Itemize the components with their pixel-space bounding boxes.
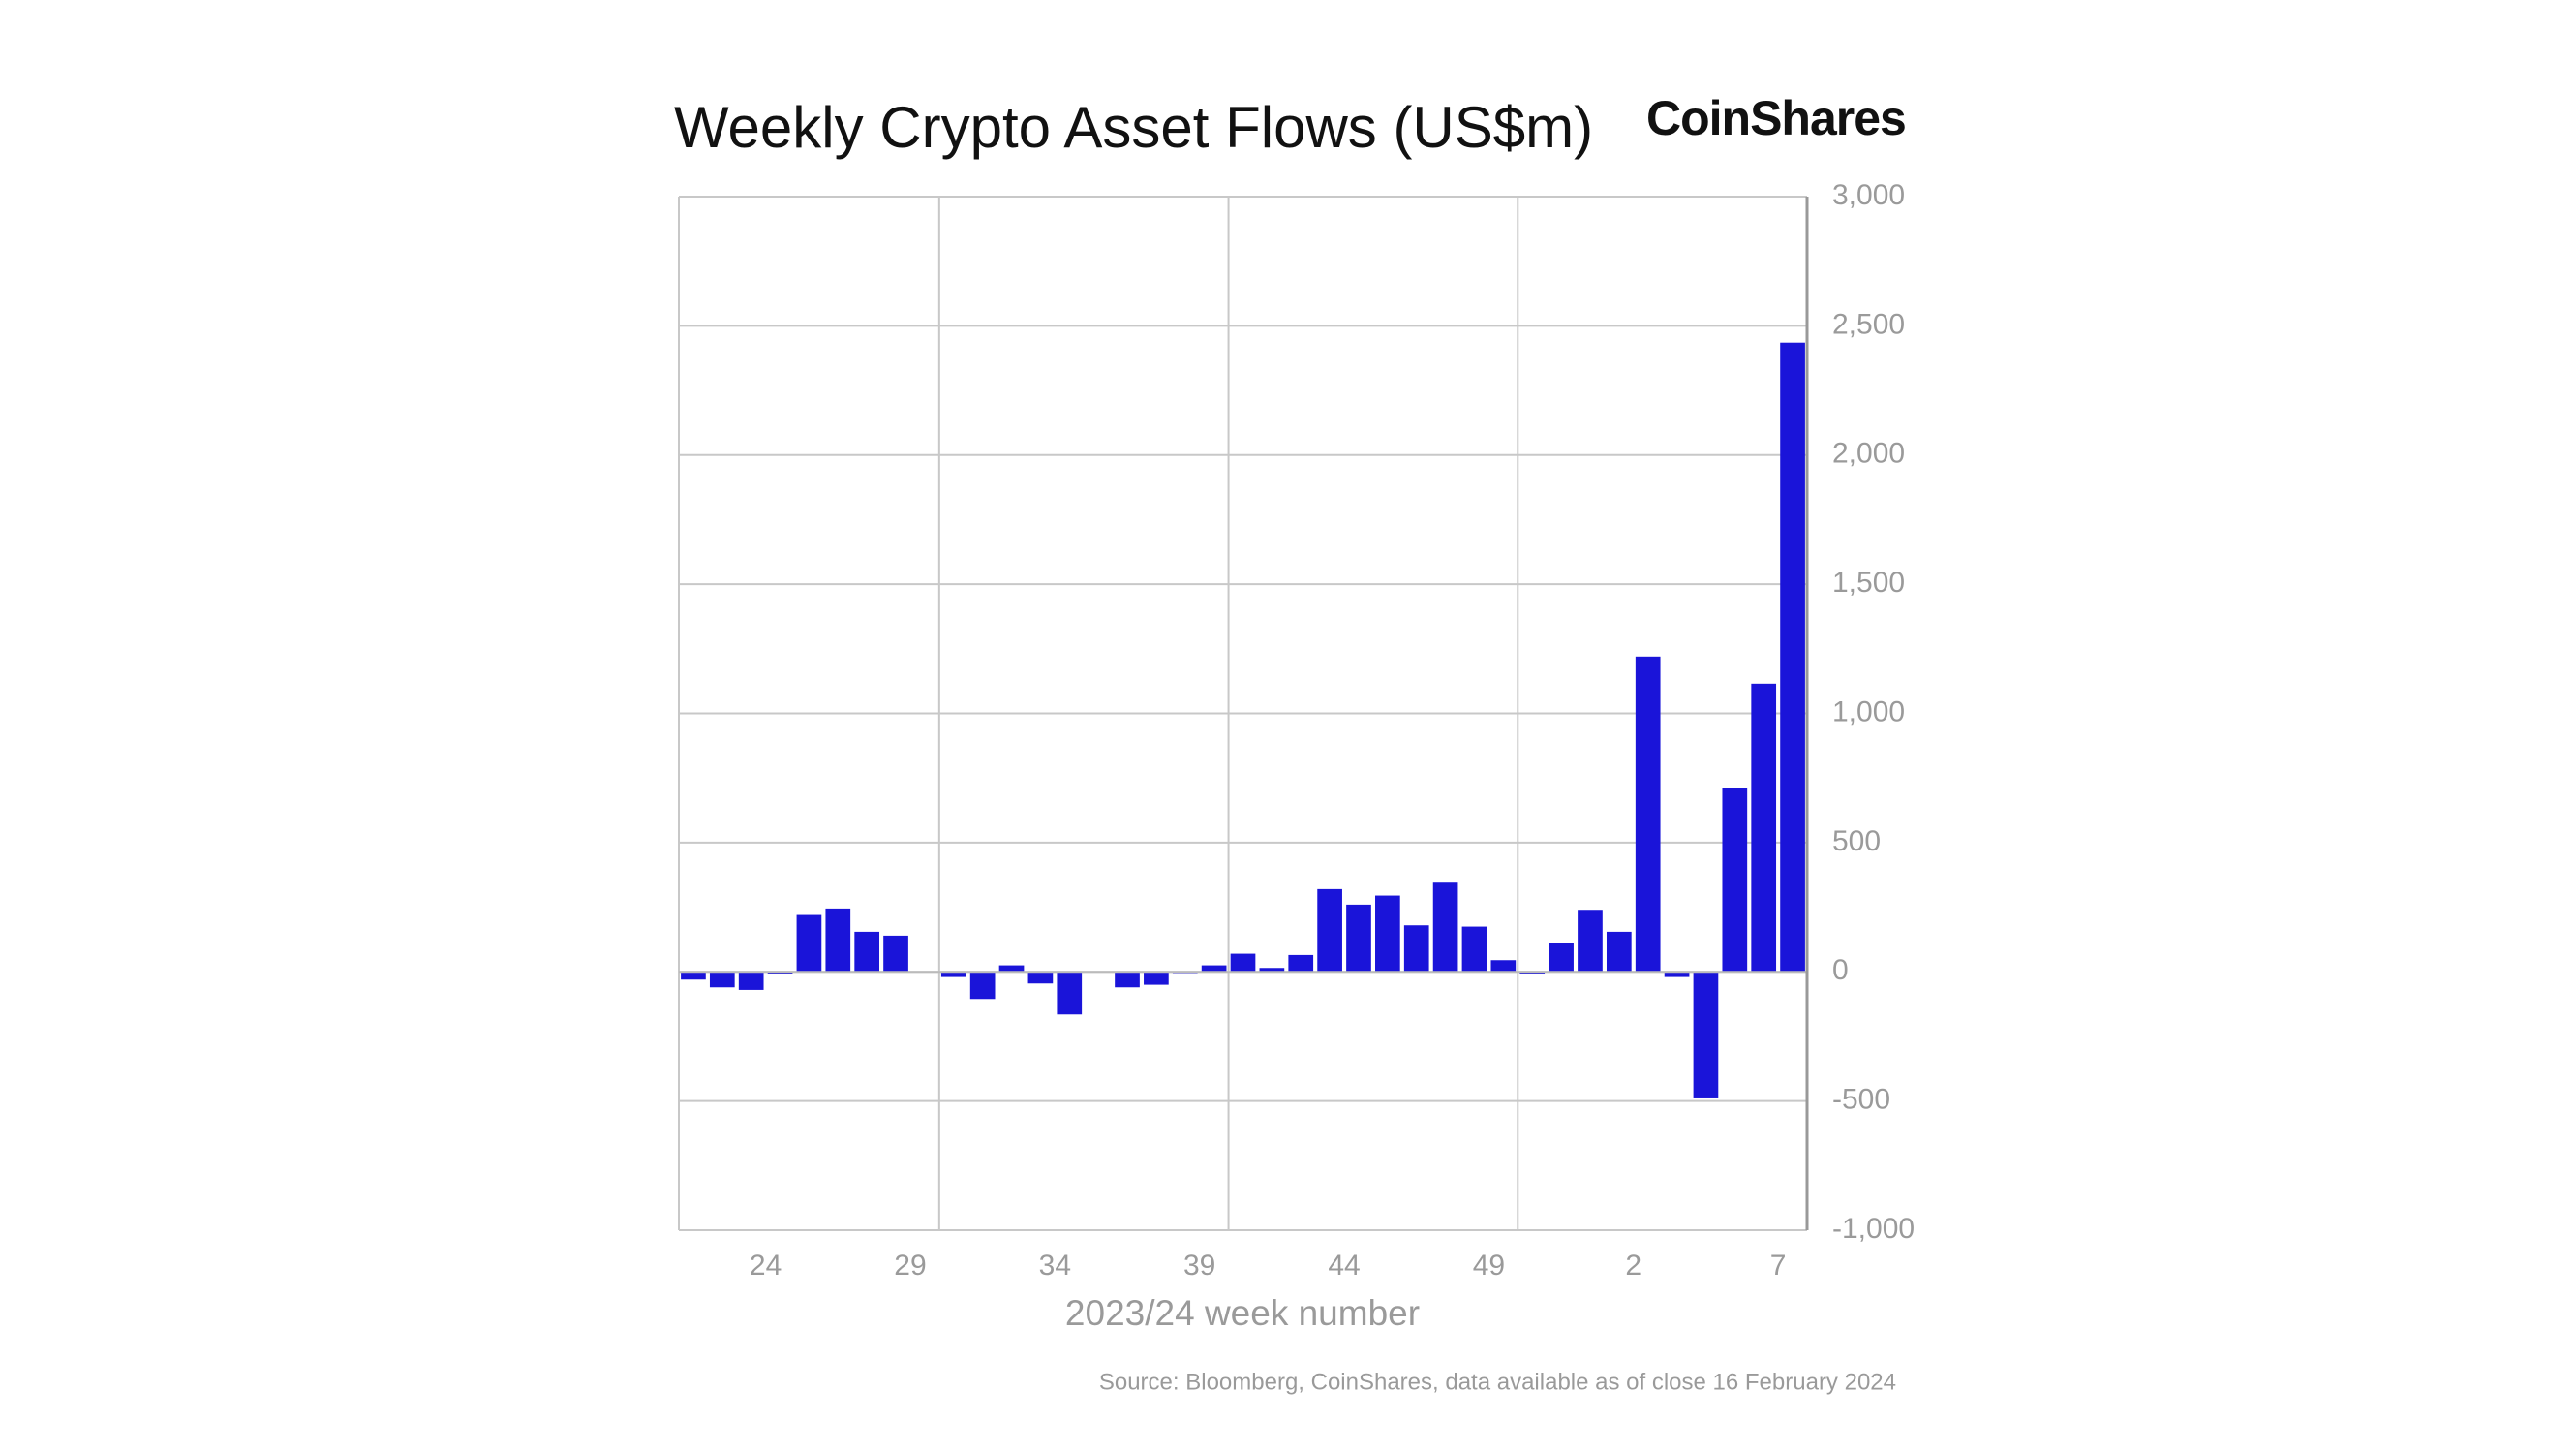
x-tick-label: 44	[1328, 1250, 1360, 1282]
bar	[1751, 683, 1777, 973]
x-tick-label: 7	[1770, 1250, 1787, 1282]
x-axis-label: 2023/24 week number	[1065, 1293, 1420, 1333]
bar	[1201, 965, 1227, 973]
chart-title: Weekly Crypto Asset Flows (US$m)	[674, 95, 1593, 160]
bar	[1403, 925, 1429, 973]
bar	[969, 972, 996, 1000]
bar	[1664, 972, 1690, 977]
x-tick-label: 2	[1625, 1250, 1641, 1282]
bar	[1635, 656, 1661, 973]
bar	[1578, 910, 1603, 973]
x-tick-label: 24	[750, 1250, 782, 1282]
x-tick-label: 39	[1183, 1250, 1215, 1282]
bar	[1461, 926, 1487, 973]
bar	[1115, 972, 1140, 988]
bar	[709, 972, 735, 988]
bar	[1549, 943, 1574, 973]
bar	[1027, 972, 1054, 984]
y-tick-label: 1,000	[1832, 696, 1905, 727]
bar	[1432, 882, 1458, 973]
bar	[681, 972, 706, 980]
y-tick-label: 0	[1832, 954, 1849, 986]
y-tick-label: 500	[1832, 825, 1881, 857]
y-tick-label: 3,000	[1832, 179, 1905, 211]
bar	[738, 972, 764, 990]
bar	[1693, 972, 1719, 1098]
y-tick-label: 1,500	[1832, 567, 1905, 599]
x-tick-label: 34	[1039, 1250, 1071, 1282]
bar	[767, 972, 793, 974]
bar	[1230, 953, 1256, 973]
bar	[796, 914, 822, 973]
bar	[1057, 972, 1083, 1015]
bar	[1375, 895, 1400, 973]
bar	[854, 931, 880, 973]
bar	[1519, 972, 1546, 974]
y-tick-label: 2,000	[1832, 438, 1905, 470]
bar	[1144, 972, 1169, 985]
bar	[1722, 788, 1748, 973]
bar	[1780, 342, 1805, 973]
bar	[1606, 931, 1632, 973]
y-tick-label: -500	[1832, 1084, 1890, 1116]
brand-logo: CoinShares	[1646, 91, 1906, 145]
bar	[1317, 888, 1342, 973]
x-tick-label: 49	[1473, 1250, 1505, 1282]
bar	[1259, 968, 1285, 973]
bar	[883, 935, 908, 973]
bar	[1490, 960, 1517, 973]
bar	[998, 965, 1025, 973]
bar	[1288, 954, 1314, 973]
x-tick-label: 29	[894, 1250, 926, 1282]
source-note: Source: Bloomberg, CoinShares, data avai…	[1099, 1369, 1896, 1395]
bar	[940, 972, 966, 977]
bar	[1346, 904, 1371, 973]
y-tick-label: 2,500	[1832, 308, 1905, 340]
y-tick-label: -1,000	[1832, 1213, 1915, 1245]
bar	[825, 908, 851, 973]
